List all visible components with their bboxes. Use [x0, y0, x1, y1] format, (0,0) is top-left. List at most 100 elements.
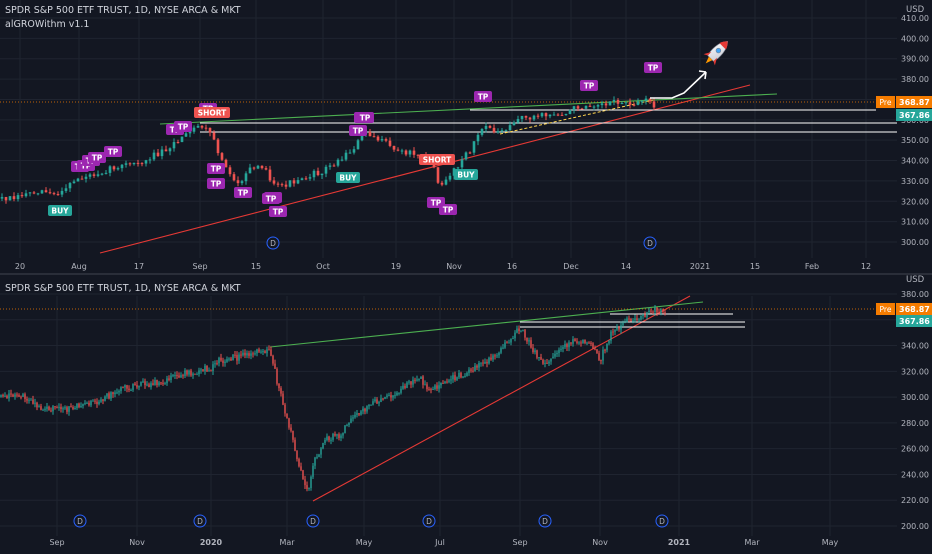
bottom-candle: [352, 414, 354, 422]
bottom-candle: [530, 337, 532, 349]
top-candle: [172, 138, 176, 152]
signal-label-tp: TP: [580, 80, 598, 91]
bottom-candle: [632, 318, 634, 324]
top-candle: [260, 165, 264, 170]
bottom-candle: [546, 359, 548, 364]
top-candle: [36, 192, 40, 196]
bottom-candle: [462, 375, 464, 379]
top-chart-panel[interactable]: BUYTPTPTPTPTPTPTPTPSHORTTPTPTPTPTPTPBUYT…: [0, 0, 932, 272]
top-candle-body: [412, 150, 416, 155]
bottom-candle-body: [478, 363, 480, 368]
bottom-candle-body: [506, 342, 508, 344]
bottom-candle-body: [470, 369, 472, 371]
bottom-candle-body: [256, 349, 258, 354]
bottom-candle: [518, 325, 520, 335]
top-candle-body: [288, 180, 292, 187]
top-candle: [124, 160, 128, 168]
bottom-candle: [122, 386, 124, 389]
signal-label-tp: TP: [88, 152, 106, 163]
bottom-candle-body: [10, 393, 12, 395]
bottom-candle: [200, 367, 202, 374]
top-candle-body: [112, 166, 116, 170]
top-candle: [544, 112, 548, 121]
signal-label-bg: [336, 172, 360, 183]
bottom-candle-body: [610, 331, 612, 341]
bottom-candle-body: [416, 379, 418, 381]
bottom-candle: [30, 397, 32, 401]
bottom-candle-body: [630, 318, 632, 322]
top-candle: [308, 173, 312, 181]
top-candle: [512, 120, 516, 126]
signal-label-text: BUY: [339, 174, 357, 183]
signal-label-bg: [207, 163, 225, 174]
dividend-marker-label: D: [310, 517, 316, 526]
bottom-candle-body: [364, 408, 366, 412]
bottom-candle-body: [30, 399, 32, 401]
bottom-candle-body: [266, 349, 268, 354]
top-candle-body: [260, 165, 264, 169]
bottom-candle: [608, 340, 610, 346]
top-candle-body: [560, 114, 564, 116]
bottom-candle-body: [302, 470, 304, 480]
top-candle-body: [632, 104, 636, 106]
top-candle-body: [172, 142, 176, 149]
top-candle-body: [596, 105, 600, 107]
price-tick-label: 320.00: [901, 197, 929, 206]
bottom-candle-body: [242, 352, 244, 356]
bottom-candle-body: [346, 425, 348, 427]
signal-label-text: TP: [266, 195, 277, 204]
bottom-candle-body: [26, 398, 28, 401]
bottom-candle-body: [584, 339, 586, 344]
top-candle-body: [396, 149, 400, 151]
top-candle: [32, 190, 36, 195]
bottom-candle-body: [156, 380, 158, 385]
bottom-candle: [428, 386, 430, 391]
top-candle-body: [264, 168, 268, 170]
bottom-candle-body: [410, 381, 412, 385]
top-candle: [352, 146, 356, 155]
bottom-candle-body: [52, 406, 54, 412]
bottom-candle-body: [532, 347, 534, 353]
bottom-candle: [400, 386, 402, 395]
top-candle: [484, 122, 488, 133]
bottom-candle-body: [500, 348, 502, 353]
top-candle: [284, 180, 288, 190]
bottom-candle-body: [74, 407, 76, 409]
top-candle: [408, 149, 412, 158]
top-candle: [628, 98, 632, 109]
bottom-candle: [522, 329, 524, 332]
top-candle: [48, 188, 52, 195]
bottom-candle: [150, 381, 152, 390]
time-tick-label: Sep: [49, 538, 64, 547]
bottom-candle: [524, 328, 526, 341]
bottom-candle-body: [618, 326, 620, 330]
dividend-marker: D: [643, 236, 657, 250]
price-badge: Pre 368.87: [876, 303, 932, 315]
bottom-candle: [258, 347, 260, 354]
bottom-candle: [436, 382, 438, 392]
bottom-candle-body: [250, 353, 252, 356]
panel-divider[interactable]: [0, 273, 932, 275]
signal-label-text: TP: [584, 82, 595, 91]
bottom-candle-body: [292, 430, 294, 440]
top-grid: [0, 0, 897, 258]
bottom-candle-body: [174, 375, 176, 377]
bottom-candle-body: [260, 351, 262, 353]
bottom-candle-body: [608, 340, 610, 344]
time-tick-label: Jul: [434, 538, 445, 547]
top-candle-body: [608, 101, 612, 106]
top-candle: [88, 172, 92, 180]
top-candle: [332, 163, 336, 167]
bottom-candle-body: [638, 319, 640, 321]
signal-label-tp: TP: [104, 146, 122, 157]
bottom-candle-body: [664, 312, 666, 314]
bottom-candle-body: [614, 329, 616, 332]
bottom-candle: [468, 367, 470, 376]
top-candle-body: [4, 197, 8, 201]
top-candle-body: [524, 115, 528, 118]
bottom-candle-body: [396, 392, 398, 396]
bottom-candle-body: [650, 310, 652, 312]
top-candle: [372, 132, 376, 138]
price-tick-label: 320.00: [901, 367, 929, 376]
